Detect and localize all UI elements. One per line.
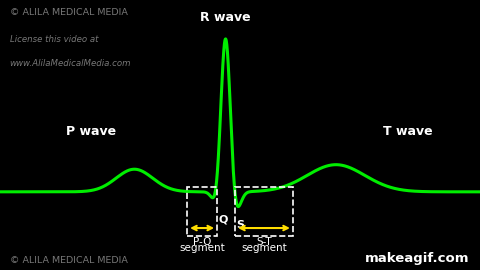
Text: makeagif.com: makeagif.com bbox=[365, 252, 469, 265]
Text: © ALILA MEDICAL MEDIA: © ALILA MEDICAL MEDIA bbox=[10, 8, 128, 17]
Text: R wave: R wave bbox=[200, 11, 251, 24]
Text: T wave: T wave bbox=[383, 124, 433, 137]
Text: Q: Q bbox=[219, 214, 228, 224]
Text: segment: segment bbox=[241, 243, 287, 253]
Text: S: S bbox=[237, 221, 245, 231]
Text: P wave: P wave bbox=[66, 124, 116, 137]
Text: segment: segment bbox=[179, 243, 225, 253]
Text: License this video at: License this video at bbox=[10, 35, 98, 44]
Text: © ALILA MEDICAL MEDIA: © ALILA MEDICAL MEDIA bbox=[10, 256, 128, 265]
Text: S-T: S-T bbox=[256, 237, 272, 247]
Text: www.AlilaMedicalMedia.com: www.AlilaMedicalMedia.com bbox=[10, 59, 131, 68]
Text: P-Q: P-Q bbox=[193, 237, 211, 247]
